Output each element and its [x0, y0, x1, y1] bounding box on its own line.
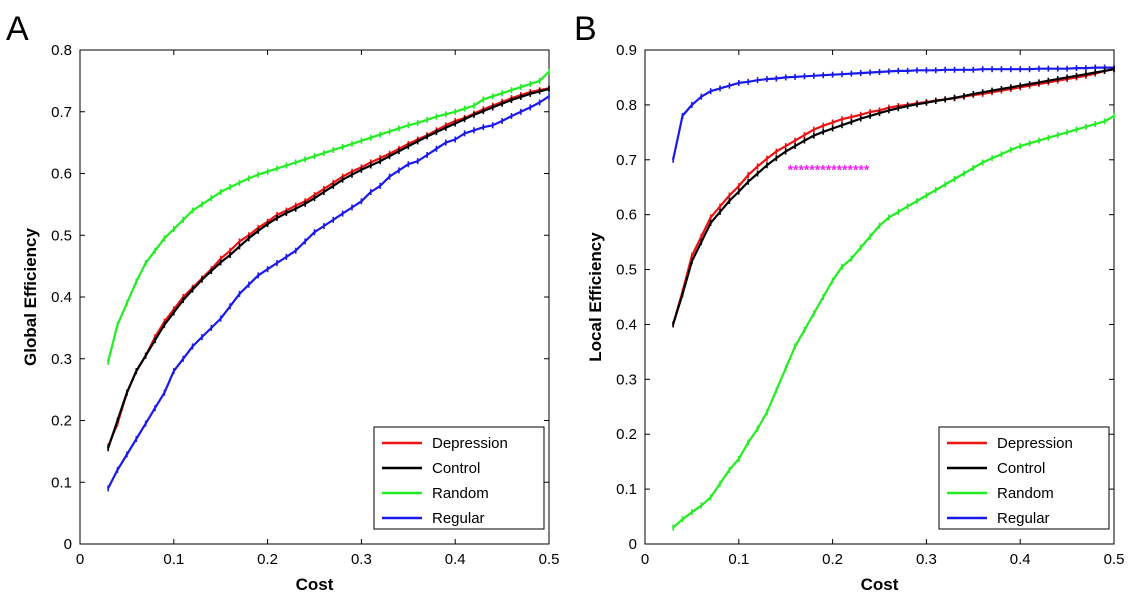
panel-a-y-tick-label: 0.6: [51, 166, 72, 183]
panel-b-y-tick-label: 0.7: [616, 152, 637, 169]
panel-a-line-depression: [107, 87, 550, 447]
panel-b-x-tick-label: 0: [641, 551, 649, 568]
panel-a-y-tick-label: 0: [64, 536, 72, 553]
panel-b-y-tick-label: 0.1: [616, 481, 637, 498]
panel-b-line-random: [672, 114, 1115, 529]
panel-a-series: [107, 68, 550, 492]
panel-b-letter: B: [574, 10, 597, 48]
panel-a-x-tick-label: 0.3: [351, 551, 372, 568]
panel-b-y-tick-label: 0.4: [616, 316, 637, 333]
panel-b-legend-label-regular: Regular: [997, 510, 1050, 527]
panel-b-x-tick-label: 0.5: [1104, 551, 1125, 568]
panel-a-axes: 0 0.1 0.2 0.3 0.4 0.5 0 0.1 0.2 0.3 0.4 0.5 0.6 0.7 0.…: [51, 42, 559, 568]
panel-a-y-tick-label: 0.1: [51, 474, 72, 491]
panel-b-line-depression: [672, 68, 1115, 325]
panel-a-y-tick-label: 0.3: [51, 351, 72, 368]
panel-a-y-tick-label: 0.7: [51, 104, 72, 121]
panel-a-x-axis-title: Cost: [296, 575, 334, 594]
panel-b-line-control: [672, 68, 1115, 325]
panel-b-legend-label-control: Control: [997, 460, 1045, 477]
panel-b-legend-label-depression: Depression: [997, 435, 1073, 452]
panel-a-x-tick-label: 0: [76, 551, 84, 568]
panel-a-y-tick-label: 0.2: [51, 413, 72, 430]
panel-b-y-tick-label: 0.2: [616, 426, 637, 443]
panel-b-axes: 0 0.1 0.2 0.3 0.4 0.5 0 0.1 0.2 0.3 0.4 0.5 0.6 0.7 0.…: [616, 42, 1124, 568]
panel-b-y-tick-label: 0.8: [616, 97, 637, 114]
panel-a-legend-label-regular: Regular: [432, 510, 485, 527]
panel-a-y-tick-label: 0.5: [51, 227, 72, 244]
panel-a-legend-label-control: Control: [432, 460, 480, 477]
panel-a: A 0 0.1 0.2 0.3 0.4 0.5 0 0.1 0.2 0.3 0.4 0.5 0.6 0.7…: [6, 10, 559, 594]
panel-b-significance-marks: ***************: [788, 161, 870, 177]
panel-b-y-tick-label: 0.6: [616, 207, 637, 224]
panel-a-y-axis-title: Global Efficiency: [21, 227, 40, 365]
panel-b-x-tick-label: 0.4: [1010, 551, 1031, 568]
panel-b-y-axis-title: Local Efficiency: [586, 232, 605, 362]
panel-a-legend-label-random: Random: [432, 485, 489, 502]
panel-a-x-tick-label: 0.4: [445, 551, 466, 568]
panel-a-letter: A: [6, 10, 29, 48]
panel-a-y-tick-label: 0.8: [51, 42, 72, 59]
panel-a-x-tick-label: 0.1: [163, 551, 184, 568]
panel-a-legend-label-depression: Depression: [432, 435, 508, 452]
panel-a-x-tick-label: 0.2: [257, 551, 278, 568]
panel-a-line-regular: [107, 95, 550, 489]
panel-b-x-axis-title: Cost: [861, 575, 899, 594]
panel-a-y-tick-label: 0.4: [51, 289, 72, 306]
panel-b-y-tick-label: 0: [629, 536, 637, 553]
panel-a-x-tick-label: 0.5: [539, 551, 560, 568]
panel-b: B 0 0.1 0.2 0.3 0.4 0.5 0 0.1 0.2 0.3 0.4 0.5 0.6 0.7…: [574, 10, 1124, 594]
panel-a-legend: Depression Control Random Regular: [373, 426, 545, 530]
panel-b-y-tick-label: 0.3: [616, 371, 637, 388]
panel-b-series: [672, 64, 1115, 531]
panel-b-legend: Depression Control Random Regular: [938, 426, 1110, 530]
panel-b-x-tick-label: 0.2: [822, 551, 843, 568]
panel-b-x-tick-label: 0.1: [728, 551, 749, 568]
panel-a-line-control: [107, 87, 550, 449]
panel-b-y-tick-label: 0.9: [616, 42, 637, 59]
panel-b-x-tick-label: 0.3: [916, 551, 937, 568]
panel-a-line-random: [107, 70, 550, 363]
panel-b-legend-label-random: Random: [997, 485, 1054, 502]
panel-b-y-tick-label: 0.5: [616, 262, 637, 279]
panel-b-line-regular: [672, 66, 1114, 161]
